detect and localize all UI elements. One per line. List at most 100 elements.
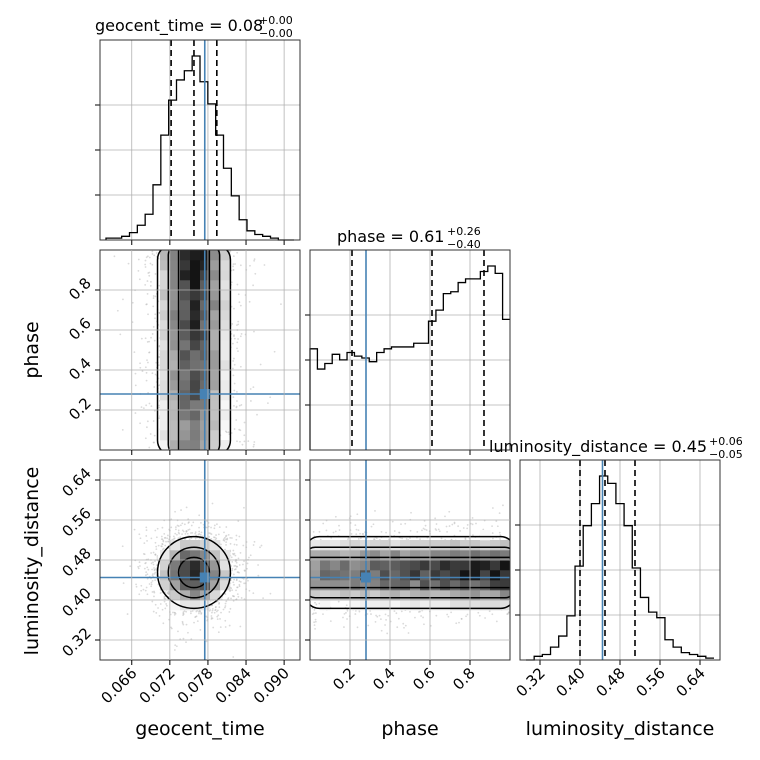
- sample-point: [248, 589, 251, 592]
- sample-point: [216, 609, 219, 612]
- density-cell: [190, 440, 201, 450]
- sample-point: [233, 363, 236, 366]
- sample-point: [396, 626, 399, 629]
- sample-point: [144, 337, 147, 340]
- sample-point: [144, 366, 147, 369]
- sample-point: [269, 396, 272, 399]
- sample-point: [230, 432, 233, 434]
- density-cell: [180, 260, 191, 271]
- sample-point: [172, 535, 175, 538]
- sample-point: [152, 295, 155, 297]
- sample-point: [151, 591, 154, 593]
- sample-point: [185, 506, 188, 509]
- sample-point: [256, 413, 258, 416]
- density-cell: [170, 330, 181, 341]
- density-cell: [220, 420, 231, 431]
- sample-point: [416, 531, 419, 533]
- sample-point: [151, 263, 154, 266]
- sample-point: [182, 623, 185, 626]
- sample-point: [369, 610, 372, 612]
- sample-point: [148, 340, 151, 343]
- sample-point: [393, 530, 396, 532]
- sample-point: [158, 614, 161, 617]
- sample-point: [151, 600, 154, 603]
- sample-point: [231, 569, 234, 572]
- sample-point: [240, 597, 243, 599]
- sample-point: [150, 280, 152, 283]
- sample-point: [457, 525, 460, 528]
- sample-point: [356, 513, 359, 516]
- sample-point: [141, 370, 144, 372]
- panel-phase-vs-luminosity-distance: [309, 459, 511, 661]
- sample-point: [224, 606, 226, 609]
- sample-point: [423, 519, 426, 522]
- sample-point: [488, 610, 491, 613]
- sample-point: [143, 542, 146, 545]
- sample-point: [151, 579, 154, 582]
- contour-line: [177, 250, 211, 450]
- sample-point: [151, 333, 154, 335]
- density-cell: [160, 280, 171, 291]
- sample-point: [257, 564, 259, 566]
- sample-point: [154, 295, 157, 298]
- sample-point: [155, 545, 158, 548]
- sample-point: [233, 404, 235, 407]
- sample-point: [153, 254, 156, 257]
- sample-point: [182, 612, 185, 615]
- sample-point: [210, 537, 213, 540]
- sample-point: [157, 544, 160, 547]
- sample-point: [280, 303, 282, 306]
- density-cell: [220, 410, 231, 421]
- sample-point: [225, 543, 227, 546]
- tick-label-y: 0.32: [58, 624, 94, 660]
- sample-point: [252, 386, 255, 389]
- sample-point: [238, 580, 241, 583]
- sample-point: [424, 528, 426, 531]
- sample-point: [354, 609, 357, 612]
- sample-point: [190, 610, 192, 613]
- sample-point: [189, 612, 192, 615]
- sample-point: [205, 615, 208, 618]
- density-cell: [190, 420, 201, 431]
- sample-point: [234, 568, 237, 570]
- sample-point: [243, 560, 245, 563]
- sample-point: [194, 537, 197, 540]
- density-cell: [170, 380, 181, 391]
- sample-point: [211, 609, 214, 612]
- tick-label-x: 0.090: [250, 664, 293, 707]
- sample-point: [236, 341, 239, 344]
- sample-point: [239, 335, 242, 338]
- sample-point: [446, 613, 449, 616]
- sample-point: [235, 578, 238, 581]
- sample-point: [334, 530, 337, 533]
- sample-point: [407, 632, 410, 634]
- tick-label-x: 0.48: [592, 664, 628, 700]
- sample-point: [250, 400, 252, 402]
- sample-point: [241, 443, 244, 446]
- density-cell: [170, 560, 181, 571]
- sample-point: [232, 581, 235, 584]
- sample-point: [231, 567, 234, 570]
- sample-point: [357, 529, 360, 532]
- sample-point: [158, 344, 161, 347]
- sample-point: [462, 527, 465, 529]
- sample-point: [188, 521, 190, 524]
- sample-point: [161, 526, 164, 529]
- sample-point: [229, 537, 232, 539]
- sample-point: [337, 600, 340, 603]
- sample-point: [254, 272, 257, 275]
- sample-point: [198, 537, 201, 540]
- density-cell: [180, 310, 191, 321]
- sample-point: [253, 259, 256, 262]
- contour-line: [156, 250, 232, 450]
- sample-point: [223, 531, 225, 534]
- density-cell: [170, 320, 181, 331]
- sample-point: [142, 588, 145, 591]
- sample-point: [402, 622, 405, 625]
- sample-point: [146, 566, 149, 569]
- density-cell: [160, 400, 171, 411]
- sample-point: [234, 554, 237, 557]
- sample-point: [237, 557, 240, 560]
- histogram-step: [309, 265, 510, 450]
- sample-point: [237, 323, 240, 326]
